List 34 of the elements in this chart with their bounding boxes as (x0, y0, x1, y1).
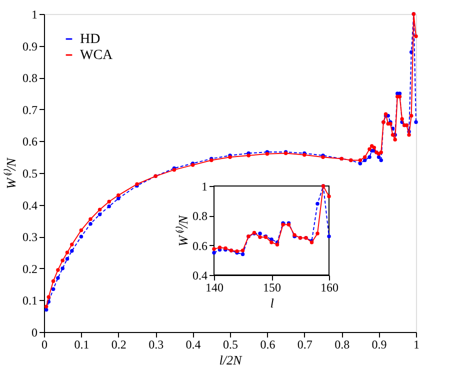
legend-label: HD (80, 32, 100, 47)
y-tick-label: 0.3 (22, 230, 38, 244)
x-tick-label: 0.6 (260, 338, 276, 352)
y-tick-label: 0.6 (22, 134, 38, 149)
x-tick-label: 0.5 (223, 338, 238, 352)
y-tick-label: 1 (32, 8, 38, 22)
y-tick-label: 0 (32, 326, 38, 340)
y-tick-label: 1 (202, 180, 208, 194)
y-tick-label: 0.5 (22, 166, 38, 180)
x-tick-label: 160 (320, 280, 338, 294)
x-tick-label: 0.8 (334, 338, 350, 352)
x-tick-label: 150 (263, 280, 281, 294)
x-tick-label: 1 (414, 338, 420, 352)
y-tick-label: 0.9 (22, 39, 38, 54)
x-tick-label: 0.2 (111, 338, 126, 352)
x-tick-label: 0.9 (372, 338, 387, 352)
x-tick-label: 0.7 (297, 338, 312, 352)
y-tick-label: 0.8 (22, 71, 38, 86)
y-axis-title: W⁽ˡ⁾/N (4, 156, 18, 189)
legend-label: WCA (80, 48, 114, 63)
y-axis-title: W⁽ˡ⁾/N (176, 214, 190, 246)
x-axis-title: l (270, 296, 274, 310)
x-tick-label: 0.3 (148, 338, 164, 352)
y-tick-label: 0.4 (192, 268, 208, 282)
x-axis-title: l/2N (219, 352, 244, 368)
x-tick-label: 140 (206, 280, 224, 294)
x-tick-label: 0.1 (74, 338, 90, 352)
y-tick-label: 0.4 (22, 198, 38, 212)
y-tick-label: 0.7 (22, 102, 38, 117)
y-tick-label: 0.6 (192, 238, 208, 253)
y-tick-label: 0.8 (192, 209, 208, 224)
y-tick-label: 0.2 (22, 262, 38, 276)
y-tick-label: 0.1 (22, 294, 38, 308)
x-tick-label: 0 (42, 338, 48, 352)
